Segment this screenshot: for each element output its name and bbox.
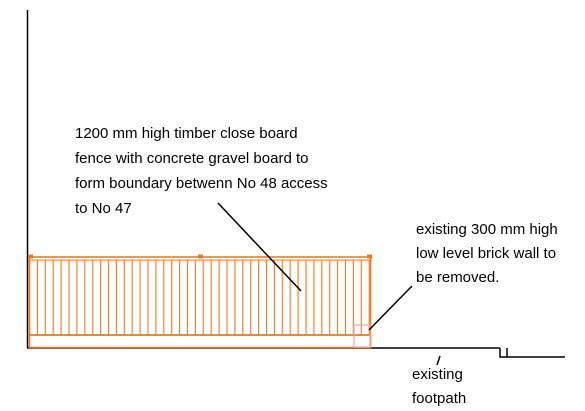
fence-note-line-3: form boundary betwenn No 48 access bbox=[75, 175, 328, 192]
footpath-note-line-1: existing bbox=[412, 366, 463, 383]
wall-note-line-3: be removed. bbox=[416, 269, 499, 286]
existing-brick-wall bbox=[353, 324, 371, 348]
fence-note-line-1: 1200 mm high timber close board bbox=[75, 125, 298, 142]
footpath-leader-line bbox=[436, 355, 441, 366]
fence-leader-line bbox=[217, 202, 302, 292]
leader-lines bbox=[217, 202, 441, 366]
brick-wall-outline bbox=[353, 324, 371, 348]
kerb-step bbox=[499, 348, 565, 358]
wall-leader-line bbox=[368, 285, 413, 331]
wall-note-line-1: existing 300 mm high bbox=[416, 221, 558, 238]
fence-boards bbox=[36, 260, 370, 335]
wall-note: existing 300 mm high low level brick wal… bbox=[416, 221, 562, 286]
fence-post-cap-right bbox=[367, 254, 372, 259]
fence-note-line-2: fence with concrete gravel board to bbox=[75, 150, 308, 167]
fence-post-cap-left bbox=[28, 254, 33, 259]
timber-close-board-fence bbox=[28, 254, 372, 349]
footpath-note-line-2: footpath bbox=[412, 390, 466, 407]
footpath-note: existing footpath bbox=[412, 366, 467, 407]
fence-note-line-4: to No 47 bbox=[75, 200, 132, 217]
gravel-board bbox=[28, 334, 372, 349]
fence-outline bbox=[28, 256, 372, 336]
fence-note: 1200 mm high timber close board fence wi… bbox=[75, 125, 332, 217]
fence-post-cap-middle bbox=[198, 254, 203, 259]
wall-note-line-2: low level brick wall to bbox=[416, 245, 556, 262]
